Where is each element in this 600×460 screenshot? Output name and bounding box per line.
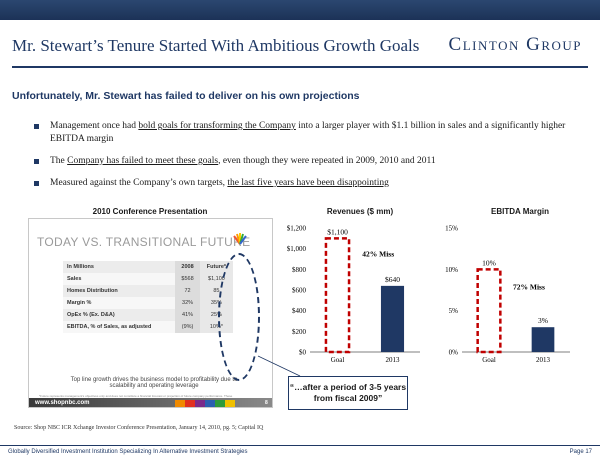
chart-svg: $0 $200 $400 $600 $800 $1,000 $1,200 $1,100 Goal… xyxy=(287,225,420,364)
slide-title: Mr. Stewart’s Tenure Started With Ambiti… xyxy=(12,36,420,55)
y-tick-label: $800 xyxy=(292,266,307,274)
y-tick-label: $200 xyxy=(292,328,307,336)
ebitda-panel-label: EBITDA Margin xyxy=(491,207,549,216)
x-tick-label: Goal xyxy=(331,356,345,364)
y-tick-label: $400 xyxy=(292,307,307,315)
y-tick-label: 15% xyxy=(445,225,458,233)
company-logo: Clinton Group xyxy=(448,34,582,55)
revenues-chart: $0 $200 $400 $600 $800 $1,000 $1,200 $1,100 Goal… xyxy=(278,218,428,368)
y-tick-label: $600 xyxy=(292,287,307,295)
title-divider xyxy=(12,66,588,68)
y-tick-label: $1,200 xyxy=(287,225,307,233)
miss-annotation: 72% Miss xyxy=(513,282,545,291)
embed-color-swatches xyxy=(175,400,235,407)
top-banner xyxy=(0,0,600,20)
page-number: Page 17 xyxy=(569,449,592,455)
bullet-item: The Company has failed to meet these goa… xyxy=(34,155,574,168)
bar-value-label: 3% xyxy=(538,316,548,325)
bar-actual xyxy=(380,285,405,352)
y-tick-label: 10% xyxy=(445,266,458,274)
x-tick-label: Goal xyxy=(482,356,496,364)
ebitda-margin-chart: 0% 5% 10% 15% 10% Goal 3% 2013 72% Miss xyxy=(438,218,578,368)
underlined-phrase: the last five years have been disappoint… xyxy=(227,178,389,188)
bar-goal xyxy=(324,237,351,354)
footer-tagline: Globally Diversified Investment Institut… xyxy=(8,449,248,455)
revenues-panel-label: Revenues ($ mm) xyxy=(326,207,394,216)
x-tick-label: 2013 xyxy=(536,356,551,364)
bar-value-label: $1,100 xyxy=(327,227,348,236)
bullet-item: Management once had bold goals for trans… xyxy=(34,120,574,146)
x-tick-label: 2013 xyxy=(386,356,401,364)
peacock-logo-icon xyxy=(233,233,247,245)
embed-note: Top line growth drives the business mode… xyxy=(70,377,238,389)
embed-heading: TODAY VS. TRANSITIONAL FUTURE xyxy=(37,235,251,249)
underlined-phrase: bold goals for transforming the Company xyxy=(138,121,296,131)
miss-annotation: 42% Miss xyxy=(362,249,394,258)
callout-box: “…after a period of 3-5 years from fisca… xyxy=(288,376,408,410)
y-tick-label: $0 xyxy=(299,349,307,357)
source-note: Source: Shop NBC ICR Xchange Investor Co… xyxy=(14,425,264,431)
embed-footer-bar: www.shopnbc.com 8 xyxy=(29,398,272,407)
chart-svg: 0% 5% 10% 15% 10% Goal 3% 2013 72% Miss xyxy=(445,225,570,364)
underlined-phrase: Company has failed to meet these goals xyxy=(67,156,219,166)
bar-actual xyxy=(531,327,555,352)
conference-panel-label: 2010 Conference Presentation xyxy=(92,207,208,216)
embed-url-text: www.shopnbc.com xyxy=(35,400,90,406)
bullet-item: Measured against the Company’s own targe… xyxy=(34,177,574,190)
y-tick-label: 5% xyxy=(449,307,459,315)
highlight-oval xyxy=(218,253,260,381)
bullet-list: Management once had bold goals for trans… xyxy=(34,120,574,199)
bar-value-label: 10% xyxy=(482,258,496,267)
footer-divider xyxy=(0,445,600,446)
slide-subtitle: Unfortunately, Mr. Stewart has failed to… xyxy=(12,90,360,102)
embed-page-number: 8 xyxy=(265,400,268,406)
bar-goal xyxy=(476,268,502,354)
y-tick-label: 0% xyxy=(449,349,459,357)
bar-value-label: $640 xyxy=(385,275,400,284)
y-tick-label: $1,000 xyxy=(287,245,307,253)
